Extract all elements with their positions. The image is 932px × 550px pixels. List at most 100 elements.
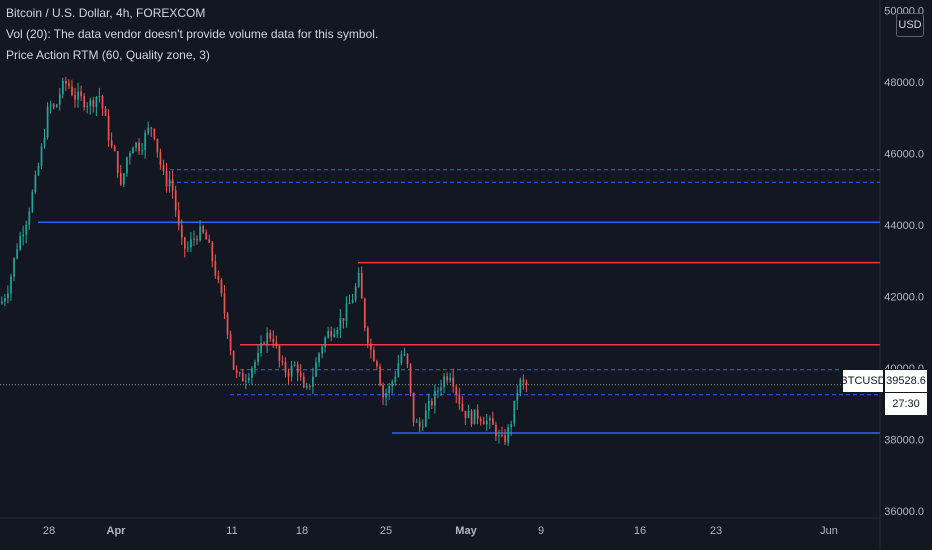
candle-body xyxy=(10,276,12,294)
candle-body xyxy=(379,366,381,386)
candle-body xyxy=(16,249,18,259)
candle-body xyxy=(357,273,360,287)
candle-body xyxy=(220,279,223,294)
candle-body xyxy=(489,418,491,421)
candle-body xyxy=(284,362,287,373)
time-tick-label: 9 xyxy=(538,525,544,537)
time-tick-label: 25 xyxy=(380,525,392,537)
candle-body xyxy=(327,331,330,338)
time-tick-label: 28 xyxy=(43,525,55,537)
candle-body xyxy=(373,349,375,362)
time-axis[interactable]: 28 Apr 11 18 25 May 9 16 23 Jun xyxy=(43,525,838,537)
candle-body xyxy=(296,364,299,373)
chart-title[interactable]: Bitcoin / U.S. Dollar, 4h, FOREXCOM xyxy=(6,6,205,20)
currency-button[interactable]: USD xyxy=(896,13,924,37)
candle-body xyxy=(431,400,433,406)
candle-body xyxy=(403,354,406,356)
candle-body xyxy=(339,318,342,331)
candle-body xyxy=(13,258,15,277)
candle-body xyxy=(205,232,208,240)
candle-body xyxy=(278,345,281,361)
candle-body xyxy=(302,376,305,388)
candle-body xyxy=(129,153,131,158)
candle-body xyxy=(65,80,67,84)
candle-body xyxy=(22,234,25,237)
candle-body xyxy=(245,380,247,382)
candle-body xyxy=(126,157,128,174)
candle-body xyxy=(263,343,265,345)
candle-body xyxy=(479,418,482,422)
candle-body xyxy=(446,376,448,381)
candle-body xyxy=(187,247,189,249)
candle-body xyxy=(144,132,147,151)
time-tick-label: 11 xyxy=(226,525,237,537)
indicator-label: Price Action RTM (60, Quality zone, 3) xyxy=(6,48,210,62)
time-tick-label: 16 xyxy=(634,525,646,537)
candle-body xyxy=(412,392,415,423)
candle-body xyxy=(318,353,320,363)
candle-body xyxy=(119,172,122,185)
candle-body xyxy=(464,410,467,419)
price-tick-label: 36000.0 xyxy=(884,506,924,518)
candle-body xyxy=(101,95,104,109)
candle-body xyxy=(190,239,192,248)
candle-body xyxy=(394,376,397,382)
candle-body xyxy=(232,350,235,370)
candle-body xyxy=(260,343,262,353)
candle-body xyxy=(80,91,82,96)
candle-body xyxy=(168,179,171,187)
candle-body xyxy=(306,385,308,388)
candle-body xyxy=(363,298,366,329)
candle-body xyxy=(95,96,98,107)
candle-body xyxy=(409,363,412,393)
candle-body xyxy=(4,298,6,302)
candle-body xyxy=(214,261,217,277)
candle-body xyxy=(165,171,168,187)
symbol-title[interactable]: Bitcoin / U.S. Dollar, 4h, FOREXCOM xyxy=(6,6,206,20)
candle-body xyxy=(415,421,418,423)
candle-body xyxy=(211,242,214,262)
volume-legend[interactable]: Vol (20): The data vendor doesn't provid… xyxy=(6,27,378,41)
candle-body xyxy=(299,372,302,377)
candle-body xyxy=(498,435,500,437)
time-tick-label: Jun xyxy=(820,525,838,537)
candle-body xyxy=(58,94,61,105)
candle-body xyxy=(440,387,442,391)
candle-body xyxy=(470,410,473,425)
candle-body xyxy=(504,435,506,443)
candle-body xyxy=(293,364,296,366)
candle-body xyxy=(333,334,336,337)
candle-body xyxy=(174,190,177,211)
price-tick-label: 42000.0 xyxy=(884,292,924,304)
candle-body xyxy=(467,410,470,419)
candle-body xyxy=(77,91,79,100)
candle-body xyxy=(135,142,137,148)
candle-body xyxy=(141,150,143,152)
candle-body xyxy=(159,152,162,165)
candle-body xyxy=(52,104,55,108)
candle-body xyxy=(208,239,211,243)
candle-body xyxy=(391,381,394,387)
candle-body xyxy=(7,293,9,299)
candle-body xyxy=(421,426,424,428)
candle-body xyxy=(351,299,354,303)
candle-body xyxy=(1,301,3,304)
candle-body xyxy=(113,146,116,152)
candle-body xyxy=(443,376,445,388)
candle-body xyxy=(229,334,232,351)
candle-body xyxy=(516,393,519,401)
candle-body xyxy=(43,137,46,147)
candle-body xyxy=(28,211,31,225)
candle-body xyxy=(110,140,113,147)
indicator-legend[interactable]: Price Action RTM (60, Quality zone, 3) xyxy=(6,48,210,62)
candle-body xyxy=(226,313,229,335)
candle-body xyxy=(428,400,430,411)
candle-body xyxy=(287,372,290,377)
candle-body xyxy=(367,328,369,344)
candle-body xyxy=(272,338,275,343)
candle-body xyxy=(46,106,49,138)
candle-body xyxy=(458,394,461,404)
price-tag-value: 39528.6 xyxy=(884,369,928,393)
